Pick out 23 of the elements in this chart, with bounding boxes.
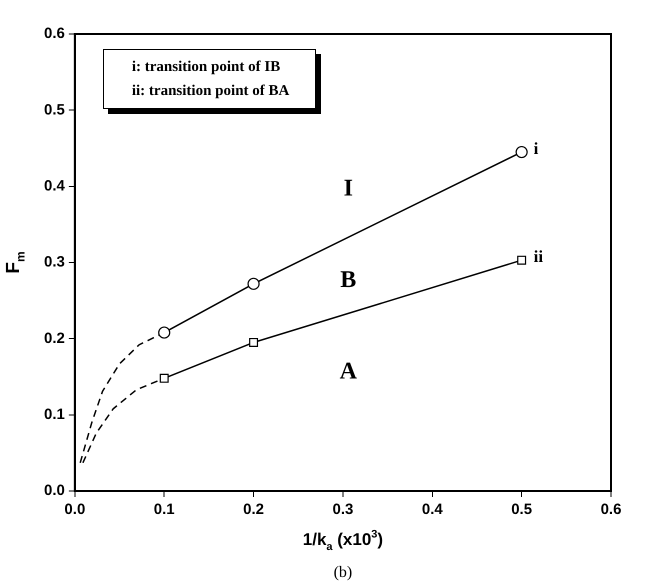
x-tick-label: 0.5 xyxy=(511,501,532,518)
x-tick-label: 0.0 xyxy=(64,501,86,518)
y-tick-label: 0.5 xyxy=(44,101,65,118)
text: (b) xyxy=(334,564,352,582)
series-label: ii xyxy=(534,247,544,266)
y-tick-label: 0.3 xyxy=(44,254,65,271)
y-axis-title: Fm xyxy=(2,251,28,274)
annotation: ii: transition point of BA xyxy=(132,82,290,101)
y-tick-label: 0.1 xyxy=(44,406,65,423)
annotation: I xyxy=(344,176,353,202)
y-tick-label: 0.0 xyxy=(44,482,65,500)
x-tick-label: 0.6 xyxy=(600,501,622,518)
x-tick-label: 0.3 xyxy=(332,501,354,518)
y-tick-label: 0.6 xyxy=(44,25,65,42)
series-label: i xyxy=(534,139,539,158)
y-tick-label: 0.2 xyxy=(44,330,65,347)
annotation: i: transition point of IB xyxy=(132,58,282,77)
y-tick-label: 0.4 xyxy=(44,177,66,194)
x-tick-label: 0.4 xyxy=(422,501,444,518)
annotation: A xyxy=(340,358,358,384)
x-tick-label: 0.2 xyxy=(243,501,264,518)
annotation: B xyxy=(340,266,356,293)
x-tick-label: 0.1 xyxy=(154,501,175,518)
